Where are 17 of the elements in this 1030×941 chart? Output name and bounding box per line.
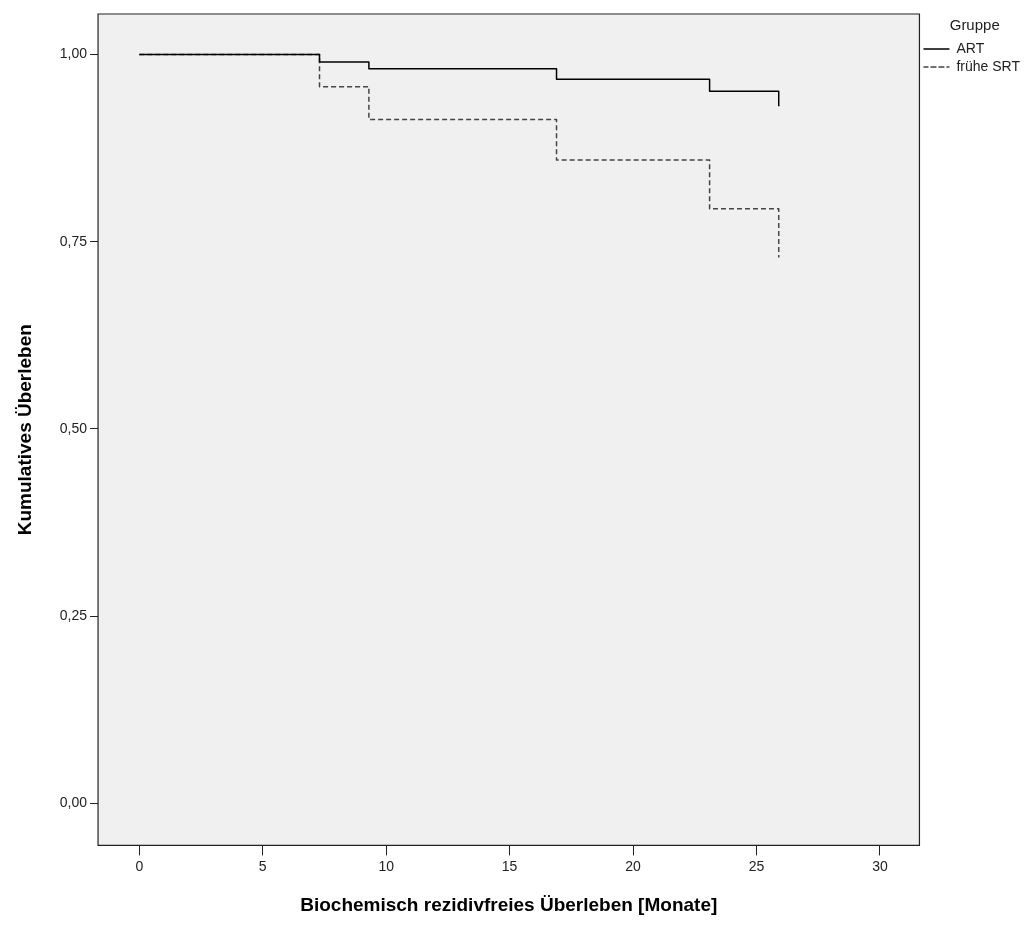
x-tick-label: 20 xyxy=(625,857,642,874)
y-tick-label: 0,00 xyxy=(59,794,88,811)
x-tick-label: 10 xyxy=(378,857,395,874)
legend-label: ART xyxy=(956,39,985,56)
x-axis-title: Biochemisch rezidivfreies Überleben [Monate] xyxy=(300,893,718,915)
y-tick-label: 0,50 xyxy=(59,419,88,436)
x-tick-label: 5 xyxy=(258,857,267,874)
y-tick-label: 0,75 xyxy=(59,232,88,249)
y-tick-label: 0,25 xyxy=(59,607,88,624)
y-axis-title: Kumulatives Überleben xyxy=(13,324,35,536)
x-tick-label: 0 xyxy=(135,857,144,874)
legend-label: frühe SRT xyxy=(956,57,1021,74)
x-tick-label: 25 xyxy=(748,857,765,874)
y-tick-label: 1,00 xyxy=(59,45,88,62)
x-tick-label: 30 xyxy=(872,857,888,874)
x-tick-label: 15 xyxy=(501,857,518,874)
legend-title: Gruppe xyxy=(949,15,1000,33)
